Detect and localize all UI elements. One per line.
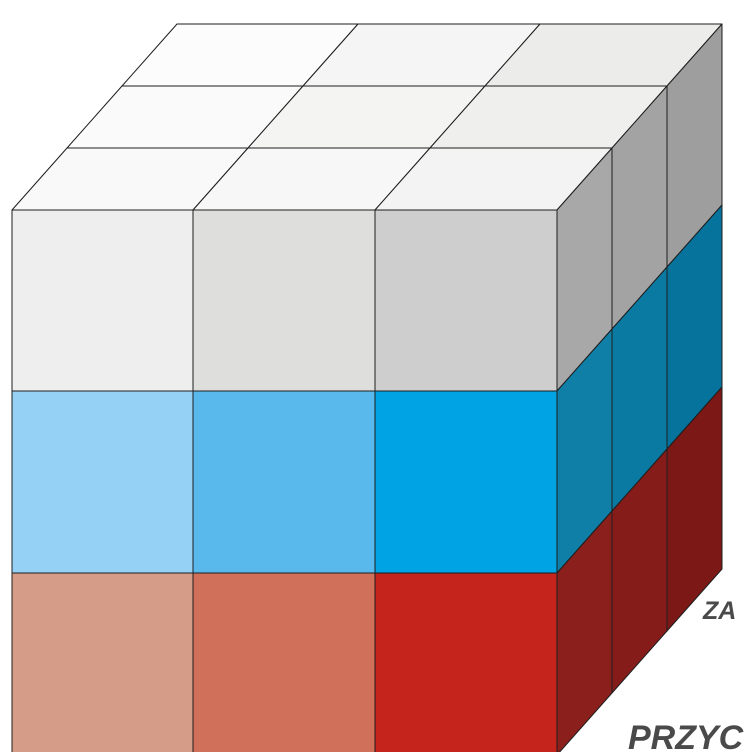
cube-top-faces xyxy=(11,23,723,211)
depth-axis-label: ZA xyxy=(702,597,736,625)
cube-front-cell xyxy=(192,572,376,752)
cube-front-cell xyxy=(11,572,194,752)
cube-front-cell xyxy=(11,390,194,574)
cube-front-cell xyxy=(374,209,558,392)
bottom-axis-label: PRZYC xyxy=(628,719,744,752)
cube-side-cell xyxy=(666,386,723,632)
cube-front-faces xyxy=(11,209,558,752)
cube-front-cell xyxy=(374,572,558,752)
cube-front-cell xyxy=(192,390,376,574)
cube-front-cell xyxy=(192,209,376,392)
cube-front-cell xyxy=(374,390,558,574)
cube-side-faces xyxy=(556,23,723,752)
cube-front-cell xyxy=(11,209,194,392)
